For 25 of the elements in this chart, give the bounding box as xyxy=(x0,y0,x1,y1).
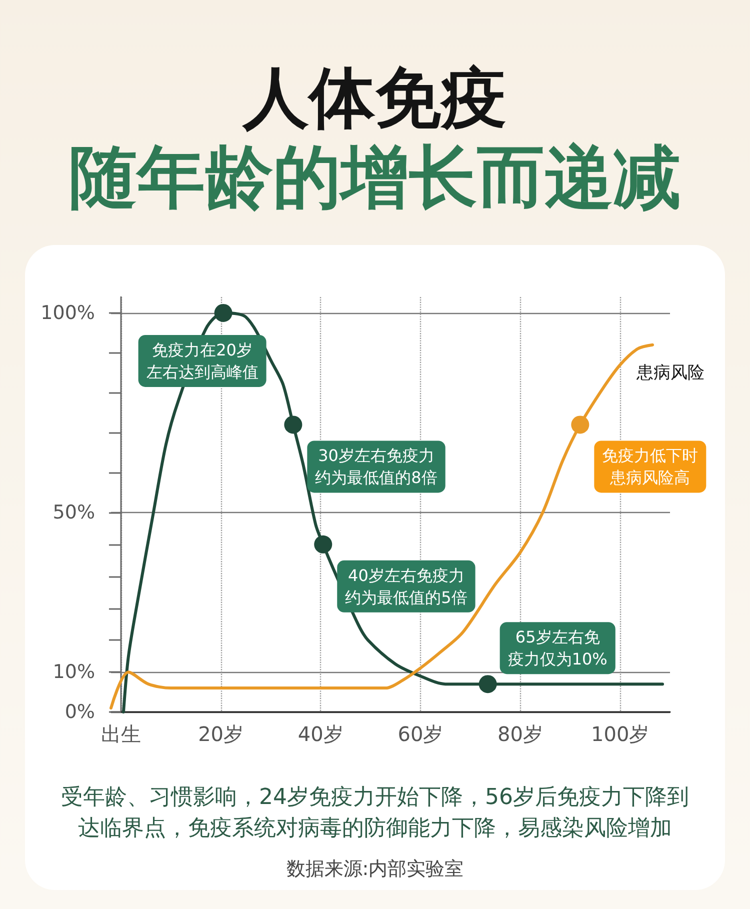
x-tick-label: 40岁 xyxy=(298,722,344,746)
annotation: 40岁左右免疫力约为最低值的5倍 xyxy=(345,566,468,607)
annotation: 30岁左右免疫力约为最低值的8倍 xyxy=(315,446,438,488)
y-tick-label: 100% xyxy=(40,302,95,324)
y-tick-label: 50% xyxy=(52,501,95,524)
x-tick-label: 100岁 xyxy=(590,722,650,746)
y-tick-label: 10% xyxy=(52,661,95,684)
x-tick-label: 出生 xyxy=(100,722,141,746)
chart-title: 人体免疫 xyxy=(241,60,507,136)
point xyxy=(478,675,497,694)
point xyxy=(284,416,302,434)
annotation: 65岁左右免疫力仅为10% xyxy=(508,628,608,669)
point xyxy=(571,416,590,434)
annotation: 免疫力在20岁左右达到高峰值 xyxy=(146,340,258,382)
y-tick-label: 0% xyxy=(64,701,95,723)
text: 受年龄、习惯影响，24岁免疫力开始下降，56岁后免疫力下降到达临界点，免疫系统对病毒的防御能力下降，易感染风险增加 xyxy=(61,785,689,841)
x-tick-label: 60岁 xyxy=(398,722,444,746)
series-label: 患病风险 xyxy=(636,362,705,383)
chart-subtitle: 随年龄的增长而递减 xyxy=(69,138,681,218)
x-tick-label: 20岁 xyxy=(198,722,244,746)
source-note: 数据来源:内部实验室 xyxy=(286,858,464,880)
annotation: 免疫力低下时患病风险高 xyxy=(602,446,698,488)
x-tick-label: 80岁 xyxy=(498,722,543,746)
point xyxy=(214,304,232,322)
point xyxy=(314,535,332,554)
